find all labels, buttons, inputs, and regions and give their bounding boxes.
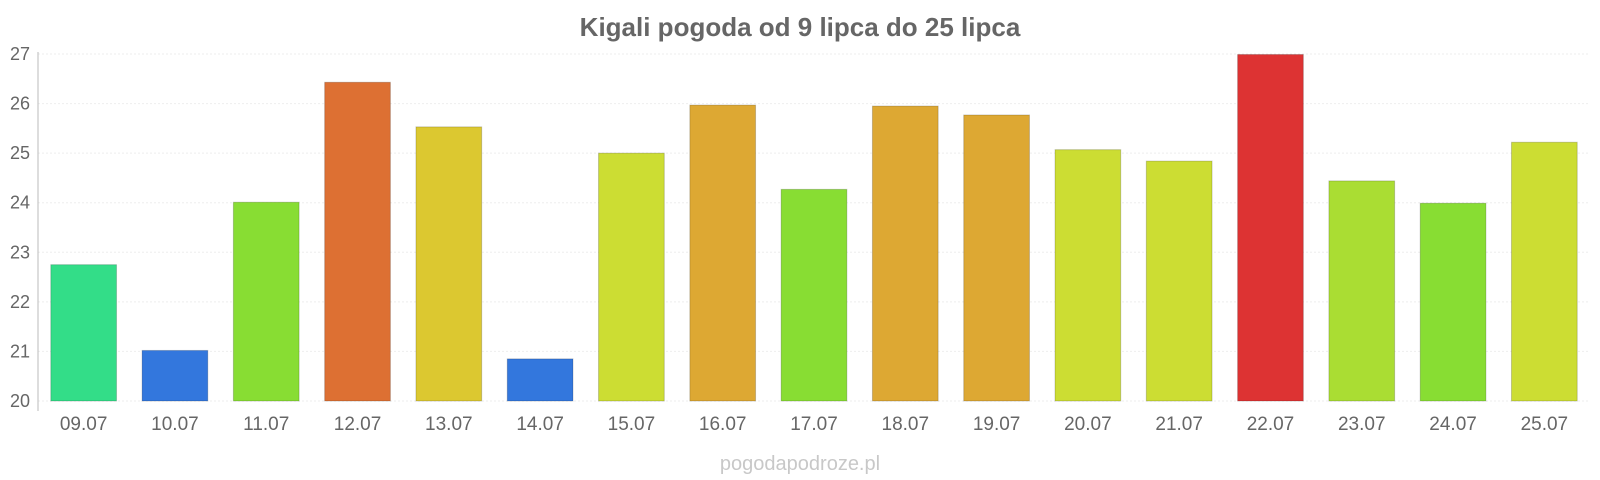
bar-13.07: [415, 126, 483, 402]
y-tick-label: 22: [10, 292, 30, 312]
bar-19.07: [963, 114, 1030, 402]
bar-24.07: [1419, 202, 1487, 402]
y-tick-label: 26: [10, 94, 30, 114]
x-tick-label: 17.07: [790, 414, 838, 435]
bar-12.07: [324, 81, 391, 402]
x-tick-label: 13.07: [425, 414, 473, 435]
x-tick-label: 14.07: [516, 414, 564, 435]
bar-23.07: [1328, 180, 1396, 402]
y-tick-label: 21: [10, 341, 30, 361]
x-tick-label: 16.07: [699, 414, 747, 435]
x-tick-label: 15.07: [608, 414, 656, 435]
x-tick-label: 11.07: [243, 414, 289, 435]
bar-16.07: [689, 104, 757, 402]
bar-15.07: [598, 152, 665, 402]
x-tick-label: 20.07: [1064, 414, 1112, 435]
y-tick-label: 25: [10, 143, 30, 163]
x-tick-label: 25.07: [1521, 414, 1569, 435]
x-tick-label: 09.07: [60, 414, 108, 435]
x-tick-label: 10.07: [151, 414, 199, 435]
bar-09.07: [50, 264, 118, 402]
x-tick-label: 24.07: [1429, 414, 1477, 435]
x-axis: 09.07 10.07 11.07 12.07 13.07 14.07 15.07 16.07…: [60, 414, 1568, 435]
y-tick-label: 23: [10, 242, 30, 262]
x-tick-label: 12.07: [334, 414, 382, 435]
y-tick-label: 24: [10, 193, 30, 213]
watermark-text: pogodapodroze.pl: [720, 453, 880, 475]
bar-18.07: [871, 105, 939, 402]
x-tick-label: 19.07: [973, 414, 1021, 435]
x-tick-label: 21.07: [1155, 414, 1203, 435]
x-tick-label: 22.07: [1247, 414, 1295, 435]
bar-20.07: [1054, 149, 1122, 402]
bar-17.07: [780, 188, 848, 402]
x-tick-label: 18.07: [882, 414, 930, 435]
chart-title: Kigali pogoda od 9 lipca do 25 lipca: [580, 12, 1021, 42]
y-tick-label: 27: [10, 44, 30, 64]
bar-10.07: [141, 349, 209, 402]
y-tick-label: 20: [10, 391, 30, 411]
bar-25.07: [1510, 141, 1578, 402]
bar-11.07: [232, 201, 300, 402]
bar-21.07: [1145, 160, 1213, 402]
bar-22.07: [1237, 53, 1304, 402]
y-axis: 20 21 22 23 24 25 26 27: [10, 44, 39, 411]
bar-14.07: [506, 358, 574, 402]
bars: [50, 53, 1578, 402]
x-tick-label: 23.07: [1338, 414, 1386, 435]
